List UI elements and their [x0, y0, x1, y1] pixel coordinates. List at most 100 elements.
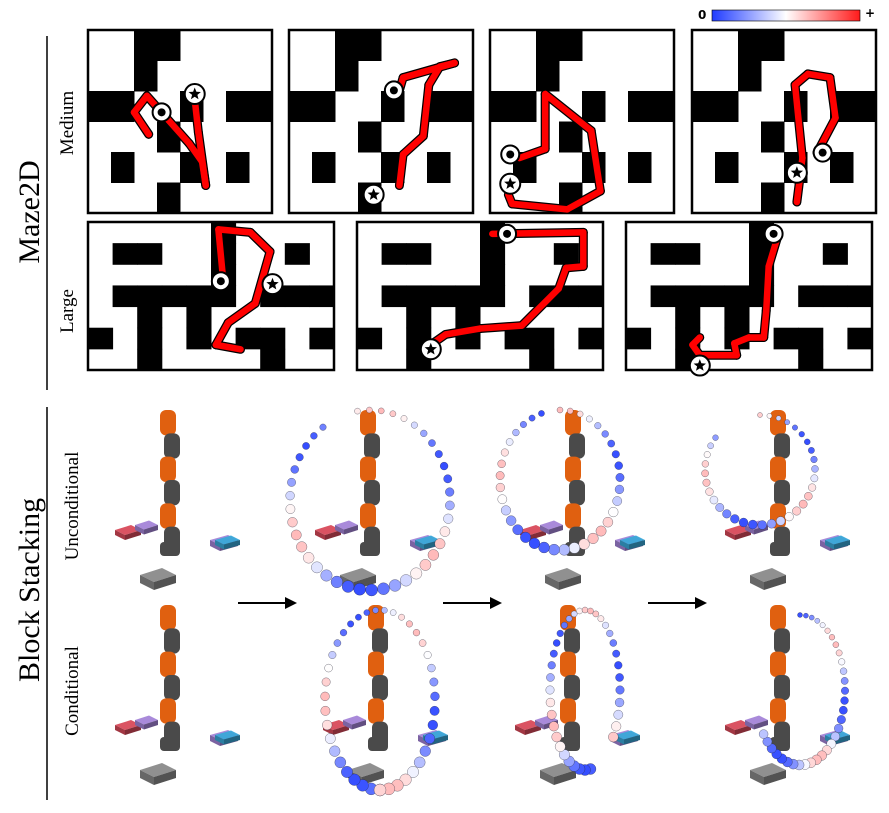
block	[750, 763, 786, 777]
right-arrow-icon	[443, 597, 502, 609]
maze-wall	[309, 285, 335, 308]
maze-wall	[504, 327, 530, 350]
maze-wall	[88, 327, 114, 350]
maze-wall	[137, 348, 163, 371]
trajectory-sphere	[824, 627, 831, 634]
circle-dot-icon	[151, 102, 172, 123]
trajectory-sphere	[578, 538, 590, 550]
trajectory-segment	[476, 322, 526, 332]
trajectory-sphere	[798, 431, 805, 438]
trajectory-sphere	[434, 450, 443, 458]
maze-wall	[358, 121, 382, 153]
maze-wall	[112, 243, 138, 265]
trajectory-sphere	[792, 506, 802, 516]
maze-wall	[480, 285, 506, 308]
trajectory-segment	[442, 325, 484, 338]
trajectory-sphere	[608, 731, 619, 743]
maze-wall	[406, 243, 432, 265]
trajectory-sphere	[328, 651, 337, 659]
maze-wall	[738, 60, 762, 92]
trajectory-sphere	[606, 629, 614, 637]
colorbar-high-label: +	[865, 6, 876, 20]
block-stacking-section-label: Block Stacking	[13, 497, 46, 682]
trajectory-sphere	[373, 783, 387, 797]
star-in-circle-icon	[785, 161, 808, 184]
trajectory-sphere	[296, 541, 308, 553]
maze-wall	[490, 91, 514, 122]
row-label-conditional: Conditional	[62, 646, 83, 736]
trajectory-sphere	[520, 531, 532, 543]
trajectory-sphere	[730, 514, 740, 524]
trajectory-sphere	[595, 525, 607, 537]
maze-wall	[626, 327, 652, 350]
robot-arm	[160, 410, 180, 556]
maze-wall	[553, 243, 579, 265]
trajectory-sphere	[839, 706, 848, 715]
trajectory-sphere	[439, 526, 451, 537]
trajectory-sphere	[406, 620, 413, 628]
trajectory-sphere	[320, 706, 331, 716]
trajectory-sphere	[615, 685, 625, 695]
maze-wall	[289, 91, 313, 122]
maze-panel-medium-2	[488, 28, 676, 215]
block	[343, 715, 366, 725]
maze-panel-large-0	[86, 220, 336, 372]
row-label-medium: Medium	[57, 90, 78, 156]
maze-border	[488, 28, 676, 215]
maze-wall	[761, 121, 785, 153]
maze-wall	[137, 285, 163, 308]
maze-wall	[226, 91, 250, 122]
trajectory-sphere	[420, 429, 428, 437]
block-frame-6	[515, 605, 640, 785]
maze-wall	[692, 91, 716, 122]
maze-wall	[675, 243, 701, 265]
trajectory-sphere	[363, 609, 371, 616]
star-in-circle-icon	[499, 172, 522, 195]
trajectory-segment	[399, 132, 427, 158]
trajectory-sphere	[287, 517, 298, 528]
circle-dot-icon	[497, 223, 518, 244]
trajectory-segment	[516, 145, 549, 162]
trajectory-sphere	[324, 663, 333, 673]
maze-wall	[724, 285, 750, 308]
trajectory-sphere	[611, 450, 620, 459]
trajectory-segment	[252, 248, 274, 307]
trajectory-sphere	[528, 537, 540, 549]
trajectory-sphere	[325, 733, 336, 744]
maze-wall	[480, 243, 506, 265]
block	[115, 720, 141, 730]
maze-border	[690, 28, 878, 215]
robot-arm	[770, 410, 790, 556]
star-in-circle-icon	[419, 338, 442, 361]
trajectory-segment	[791, 81, 806, 162]
maze-wall	[455, 285, 481, 308]
trajectory-sphere	[836, 715, 846, 724]
block	[620, 535, 645, 545]
robot-arm	[368, 605, 388, 751]
trajectory-sphere	[377, 582, 390, 595]
maze-border	[287, 28, 475, 215]
maze-wall	[628, 91, 652, 122]
block	[745, 715, 768, 725]
trajectory-sphere	[287, 477, 296, 487]
right-arrow-icon	[648, 597, 707, 609]
maze-wall	[761, 182, 785, 214]
trajectory-sphere	[353, 583, 366, 596]
block-frame-7	[725, 605, 850, 785]
maze-wall	[112, 285, 138, 308]
maze-wall	[134, 30, 158, 61]
robot-arm	[770, 605, 790, 751]
trajectory-sphere	[311, 561, 323, 574]
trajectory-sphere	[776, 516, 786, 526]
maze-wall	[157, 30, 181, 61]
maze-wall	[651, 91, 675, 122]
trajectory-sphere	[738, 517, 749, 528]
colorbar	[711, 9, 861, 22]
trajectory-sphere	[285, 504, 296, 514]
maze-panel-large-2	[624, 220, 874, 377]
block	[135, 715, 158, 725]
maze-wall	[578, 327, 604, 350]
trajectory-sphere	[546, 673, 555, 682]
maze-wall	[381, 243, 407, 265]
maze-wall	[450, 91, 474, 122]
